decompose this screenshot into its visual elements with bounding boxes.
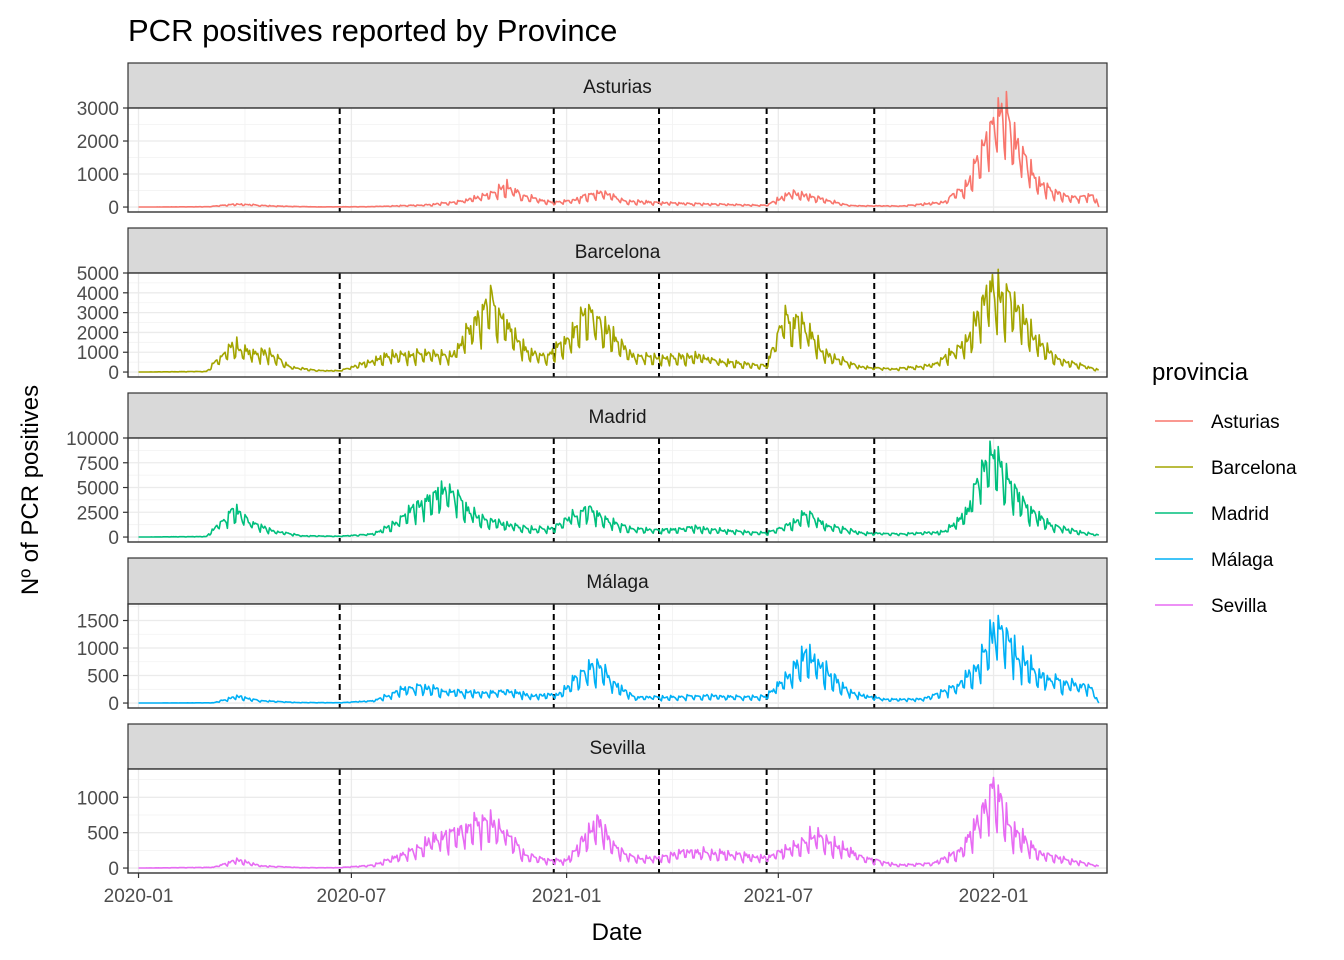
panel-background xyxy=(128,769,1107,873)
facet-strip-label: Madrid xyxy=(588,407,646,428)
legend-label: Madrid xyxy=(1211,504,1269,525)
x-tick-label: 2021-01 xyxy=(532,886,602,907)
legend: provincia Asturias Barcelona Madrid Málaga S… xyxy=(1152,359,1297,617)
facet-strip-label: Sevilla xyxy=(590,738,646,759)
y-tick-label: 7500 xyxy=(77,454,119,475)
panel-asturias: Asturias 0 1000 2000 3000 xyxy=(77,62,1108,219)
y-tick-label: 1000 xyxy=(77,639,119,660)
y-tick-label: 10000 xyxy=(66,429,119,450)
y-axis-title: Nº of PCR positives xyxy=(17,385,44,595)
y-tick-label: 0 xyxy=(108,859,119,880)
series-line-madrid xyxy=(138,440,1100,538)
legend-label: Asturias xyxy=(1211,412,1280,433)
panel-mlaga: Málaga 0 500 1000 1500 xyxy=(77,557,1108,715)
series-line-mlaga xyxy=(138,614,1100,704)
y-tick-label: 0 xyxy=(108,198,119,219)
facet-strip xyxy=(127,62,1108,109)
y-tick-label: 3000 xyxy=(77,304,119,325)
panel-background xyxy=(128,108,1107,212)
x-tick-label: 2020-07 xyxy=(317,886,387,907)
y-tick-label: 500 xyxy=(87,824,119,845)
series-line-sevilla xyxy=(138,776,1099,869)
panel-border xyxy=(127,437,1108,543)
facet-strip xyxy=(127,392,1108,439)
y-tick-label: 0 xyxy=(108,694,119,715)
panel-border xyxy=(127,272,1108,378)
series-line-barcelona xyxy=(138,268,1099,373)
legend-title: provincia xyxy=(1152,359,1249,386)
facet-strip-label: Málaga xyxy=(586,572,649,593)
legend-label: Barcelona xyxy=(1211,458,1297,479)
y-tick-label: 2500 xyxy=(77,503,119,524)
y-tick-label: 0 xyxy=(108,528,119,549)
facet-strip-label: Barcelona xyxy=(575,242,661,263)
facet-strip xyxy=(127,557,1108,605)
y-tick-label: 1000 xyxy=(77,343,119,364)
y-tick-label: 5000 xyxy=(77,479,119,500)
y-tick-label: 500 xyxy=(87,667,119,688)
y-tick-label: 1000 xyxy=(77,788,119,809)
x-tick-label: 2021-07 xyxy=(743,886,813,907)
panel-background xyxy=(128,273,1107,377)
series-line-asturias xyxy=(138,90,1100,208)
y-tick-label: 4000 xyxy=(77,284,119,305)
facet-strip xyxy=(127,227,1108,274)
x-axis-title: Date xyxy=(592,919,643,946)
panel-background xyxy=(128,604,1107,708)
chart-title: PCR positives reported by Province xyxy=(128,13,617,48)
y-tick-label: 2000 xyxy=(77,132,119,153)
x-axis: 2020-01 2020-07 2021-01 2021-07 2022-01 xyxy=(104,873,1029,907)
x-tick-label: 2020-01 xyxy=(104,886,174,907)
panel-border xyxy=(127,768,1108,874)
panel-border xyxy=(127,107,1108,213)
y-tick-label: 2000 xyxy=(77,323,119,344)
y-tick-label: 1500 xyxy=(77,612,119,633)
y-tick-label: 0 xyxy=(108,363,119,384)
panel-madrid: Madrid 0 2500 5000 7500 10000 xyxy=(66,392,1108,549)
legend-label: Málaga xyxy=(1211,550,1274,571)
facet-panels: Asturias0100020003000Barcelona0100020003… xyxy=(66,62,1108,880)
panel-background xyxy=(128,438,1107,542)
y-tick-label: 1000 xyxy=(77,165,119,186)
y-tick-label: 5000 xyxy=(77,264,119,285)
panel-border xyxy=(127,603,1108,709)
y-tick-label: 3000 xyxy=(77,99,119,120)
panel-sevilla: Sevilla 0 500 1000 xyxy=(77,723,1108,880)
facet-strip xyxy=(127,723,1108,770)
facet-strip-label: Asturias xyxy=(583,77,652,98)
legend-label: Sevilla xyxy=(1211,596,1267,617)
x-tick-label: 2022-01 xyxy=(959,886,1029,907)
